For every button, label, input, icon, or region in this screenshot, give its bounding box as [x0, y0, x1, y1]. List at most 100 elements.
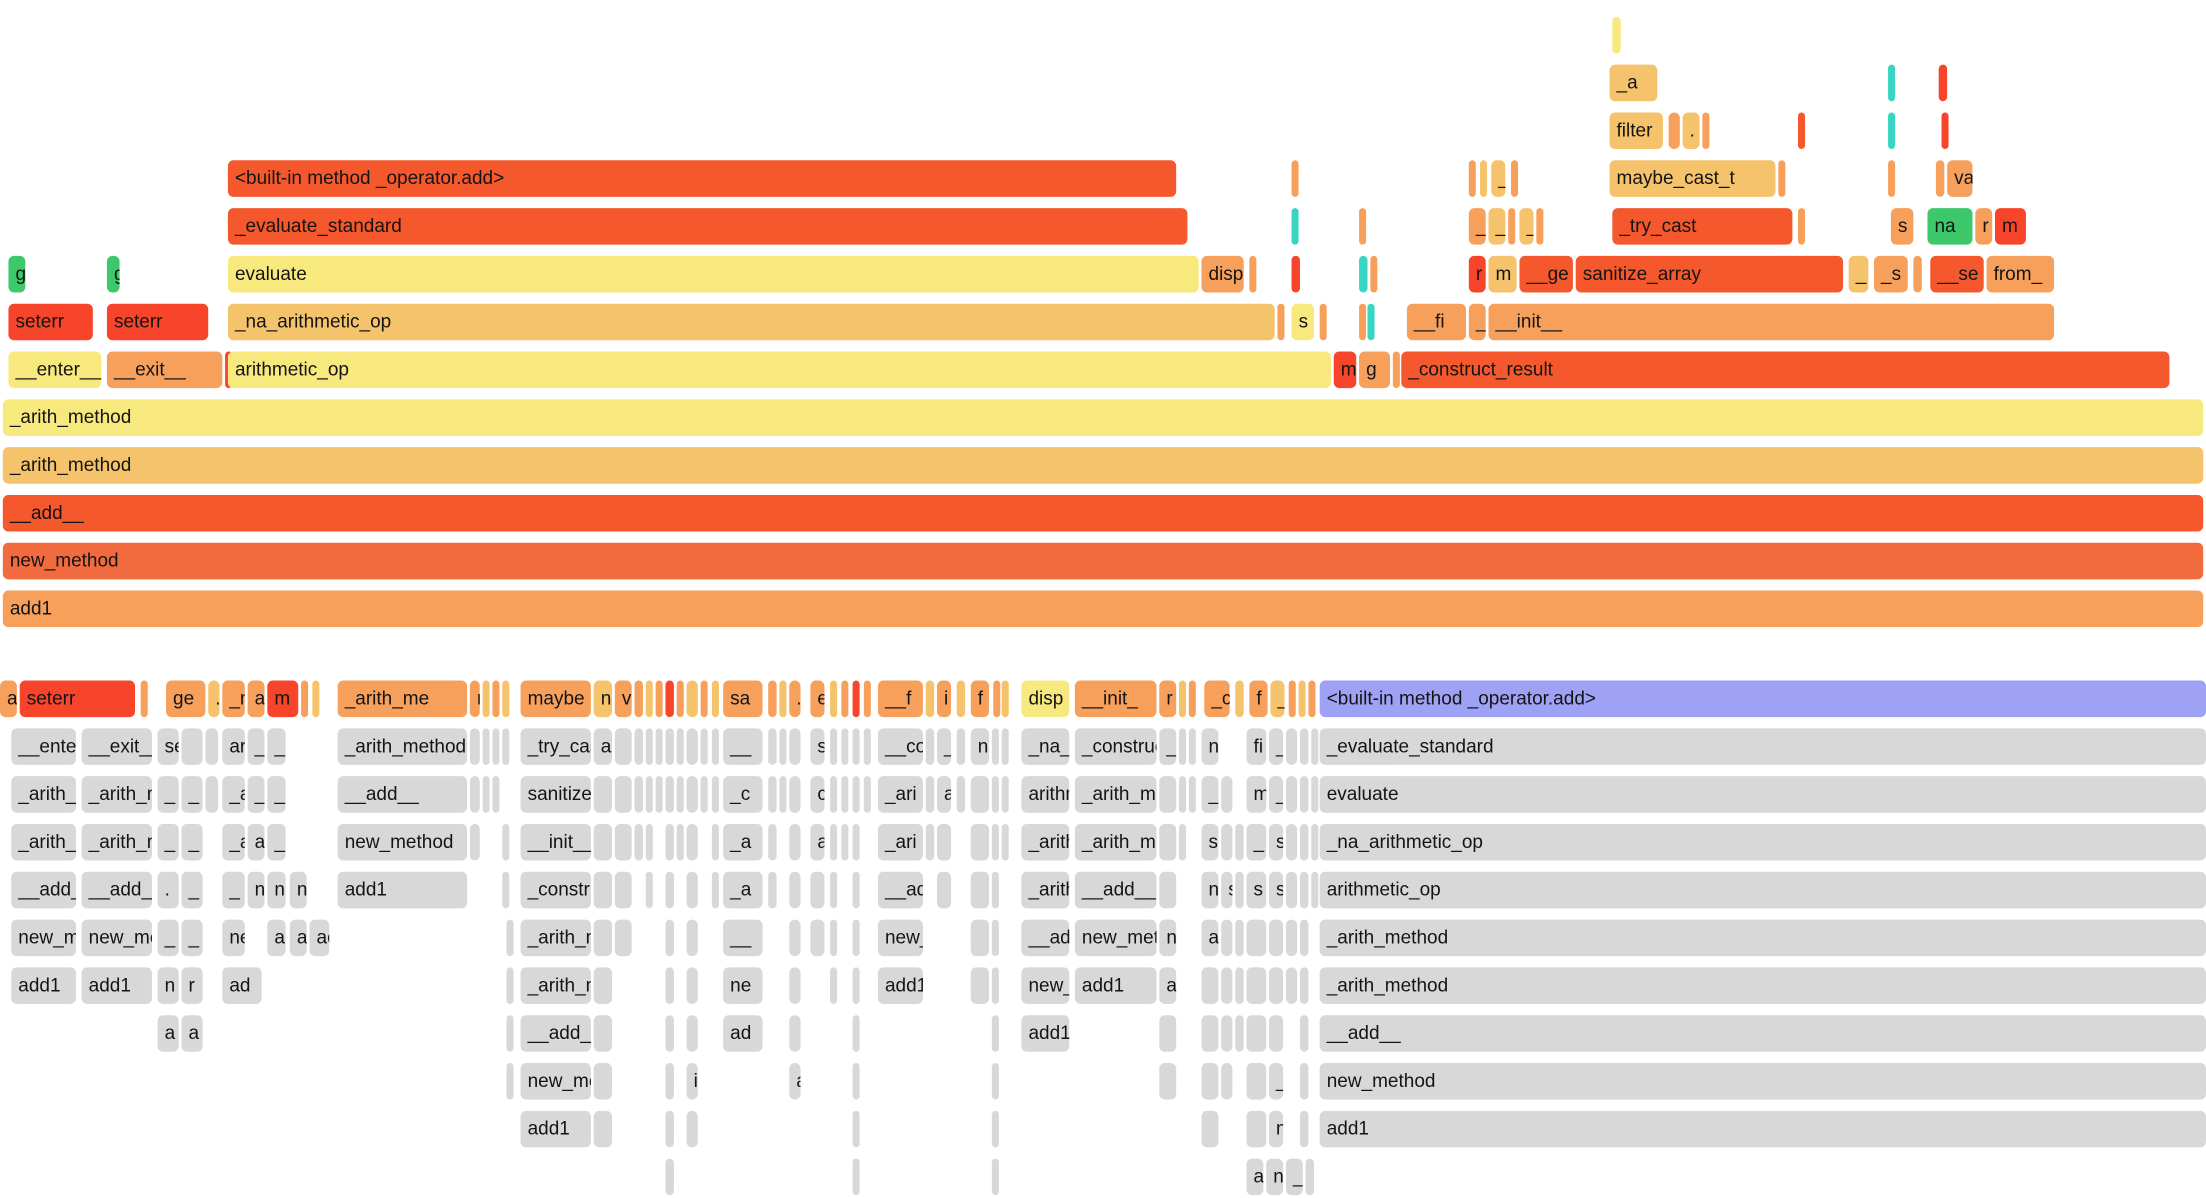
- flame-frame[interactable]: [506, 1015, 514, 1052]
- flame-frame[interactable]: [1392, 351, 1400, 389]
- flame-frame[interactable]: [1235, 1015, 1244, 1052]
- flame-frame[interactable]: [502, 871, 510, 909]
- flame-frame[interactable]: [665, 1063, 674, 1100]
- flame-frame[interactable]: [492, 680, 500, 718]
- flame-frame[interactable]: c: [810, 776, 825, 813]
- flame-frame[interactable]: [1291, 160, 1299, 197]
- flame-frame[interactable]: _: [1269, 776, 1284, 813]
- flame-frame[interactable]: [1299, 1015, 1309, 1052]
- flame-frame[interactable]: [1201, 1110, 1219, 1148]
- flame-frame[interactable]: m: [267, 680, 299, 718]
- flame-frame[interactable]: _: [936, 728, 952, 765]
- flame-frame[interactable]: m: [1488, 255, 1517, 293]
- flame-frame[interactable]: _arith_me: [337, 680, 468, 718]
- flame-frame[interactable]: _: [1246, 823, 1267, 861]
- flame-frame[interactable]: [1235, 919, 1244, 957]
- flame-frame[interactable]: [1359, 208, 1367, 245]
- flame-frame[interactable]: [768, 776, 777, 813]
- flame-frame[interactable]: [779, 728, 787, 765]
- flame-frame[interactable]: m: [1994, 208, 2026, 245]
- flame-frame[interactable]: [593, 967, 613, 1004]
- flame-frame[interactable]: [492, 728, 500, 765]
- flame-frame[interactable]: _arith_method: [2, 447, 2204, 484]
- flame-frame[interactable]: [1001, 776, 1009, 813]
- flame-frame[interactable]: a: [1159, 967, 1177, 1004]
- flame-frame[interactable]: sanitize_array: [1575, 255, 1844, 293]
- flame-frame[interactable]: f: [970, 680, 990, 718]
- flame-frame[interactable]: [1311, 728, 1319, 765]
- flame-frame[interactable]: _try_cast: [1612, 208, 1793, 245]
- flame-frame[interactable]: [1291, 208, 1299, 245]
- flame-frame[interactable]: [1480, 160, 1488, 197]
- flame-frame[interactable]: __add__: [2, 494, 2204, 532]
- flame-frame[interactable]: [1468, 160, 1476, 197]
- flame-frame[interactable]: [711, 871, 719, 909]
- flame-frame[interactable]: new_method: [1021, 967, 1070, 1004]
- flame-frame[interactable]: [789, 776, 801, 813]
- flame-frame[interactable]: [1159, 1015, 1177, 1052]
- flame-frame[interactable]: a: [289, 919, 307, 957]
- flame-frame[interactable]: _: [1519, 208, 1534, 245]
- flame-frame[interactable]: _: [157, 776, 179, 813]
- flame-frame[interactable]: [830, 776, 838, 813]
- flame-frame[interactable]: [676, 823, 684, 861]
- flame-frame[interactable]: seterr: [8, 303, 93, 341]
- flame-frame[interactable]: [614, 871, 632, 909]
- flame-frame[interactable]: _a: [222, 823, 245, 861]
- flame-frame[interactable]: __enter__: [11, 728, 76, 765]
- flame-frame[interactable]: [1299, 967, 1309, 1004]
- flame-frame[interactable]: [469, 823, 480, 861]
- flame-frame[interactable]: a: [1246, 1158, 1264, 1196]
- flame-frame[interactable]: [645, 871, 653, 909]
- flame-frame[interactable]: [1159, 776, 1177, 813]
- flame-frame[interactable]: [830, 967, 838, 1004]
- flame-frame[interactable]: [665, 823, 674, 861]
- flame-frame[interactable]: [593, 823, 613, 861]
- flame-frame[interactable]: [852, 1158, 860, 1196]
- flame-frame[interactable]: a: [593, 728, 613, 765]
- flame-frame[interactable]: r: [181, 967, 203, 1004]
- flame-frame[interactable]: [711, 728, 719, 765]
- flame-frame[interactable]: _na_arithmetic_op: [227, 303, 1275, 341]
- flame-frame[interactable]: [1159, 823, 1177, 861]
- flame-frame[interactable]: [970, 823, 990, 861]
- flame-frame[interactable]: [634, 776, 643, 813]
- flame-frame[interactable]: __add__: [81, 871, 152, 909]
- flame-frame[interactable]: [830, 728, 838, 765]
- flame-frame[interactable]: [593, 1063, 613, 1100]
- flame-frame[interactable]: [1888, 64, 1896, 102]
- flame-frame[interactable]: evaluate: [1319, 776, 2206, 813]
- flame-frame[interactable]: [502, 728, 510, 765]
- flame-frame[interactable]: [1178, 728, 1187, 765]
- flame-frame[interactable]: [779, 776, 787, 813]
- flame-frame[interactable]: [925, 728, 935, 765]
- flame-frame[interactable]: [482, 776, 490, 813]
- flame-frame[interactable]: __: [723, 919, 763, 957]
- flame-frame[interactable]: _: [1488, 208, 1506, 245]
- flame-frame[interactable]: [991, 871, 999, 909]
- flame-frame[interactable]: _arith_method: [81, 823, 152, 861]
- flame-frame[interactable]: _ari: [877, 823, 923, 861]
- flame-frame[interactable]: [991, 1015, 999, 1052]
- flame-frame[interactable]: [1612, 16, 1621, 54]
- flame-frame[interactable]: __init__: [1488, 303, 2055, 341]
- flame-frame[interactable]: _: [1201, 776, 1219, 813]
- flame-frame[interactable]: g: [106, 255, 120, 293]
- flame-frame[interactable]: _arith_method: [11, 776, 76, 813]
- flame-frame[interactable]: [655, 776, 663, 813]
- flame-frame[interactable]: add1: [81, 967, 152, 1004]
- flame-frame[interactable]: [1221, 919, 1233, 957]
- flame-frame[interactable]: [991, 728, 999, 765]
- flame-frame[interactable]: [645, 776, 653, 813]
- flame-frame[interactable]: [700, 680, 708, 718]
- flame-frame[interactable]: _a: [723, 871, 763, 909]
- flame-frame[interactable]: [936, 871, 952, 909]
- flame-frame[interactable]: [665, 967, 674, 1004]
- flame-frame[interactable]: [700, 728, 708, 765]
- flame-frame[interactable]: [1367, 303, 1375, 341]
- flame-frame[interactable]: [614, 728, 632, 765]
- flame-frame[interactable]: [665, 1158, 674, 1196]
- flame-frame[interactable]: _arith_method: [520, 967, 591, 1004]
- flame-frame[interactable]: _: [1468, 303, 1486, 341]
- flame-frame[interactable]: [482, 680, 490, 718]
